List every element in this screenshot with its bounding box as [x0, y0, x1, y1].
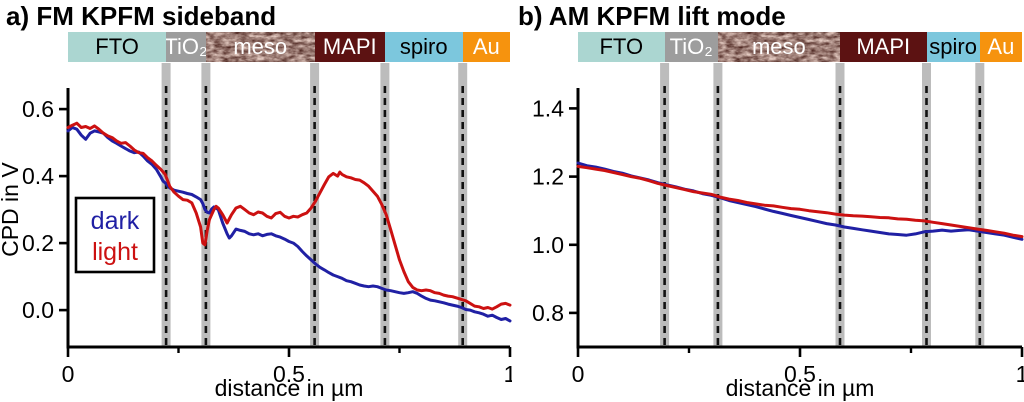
layer-label: MAPI	[856, 34, 911, 59]
layer-boundary-band	[660, 63, 670, 347]
layer-tio2: TiO₂	[664, 32, 718, 62]
legend-label-dark: dark	[91, 207, 140, 235]
series-dark-line	[576, 161, 1024, 241]
x-tick-label: 0	[572, 361, 585, 387]
layer-spiro: spiro	[384, 32, 463, 62]
series-dark-line	[66, 126, 512, 323]
layer-meso: meso	[717, 32, 840, 62]
legend-label-light: light	[92, 238, 138, 266]
y-tick-label: 0.0	[22, 297, 54, 323]
layer-label: Au	[472, 34, 500, 59]
layer-strip-a: FTO TiO₂ meso MAPI spiro Au	[68, 32, 510, 62]
x-axis-label: distance in µm	[215, 375, 364, 401]
series-light-line	[576, 164, 1024, 239]
y-tick-label: 1.0	[532, 232, 564, 258]
layer-mapi: MAPI	[839, 32, 927, 62]
layer-label: spiro	[929, 34, 977, 59]
layer-label: meso	[233, 34, 288, 59]
y-tick-label: 0.4	[22, 163, 54, 189]
x-tick-label: 0	[62, 361, 75, 387]
x-tick-label: 0.5	[784, 361, 816, 387]
y-tick-label: 1.4	[532, 95, 564, 121]
x-tick-label: 0.5	[273, 361, 305, 387]
layer-label: meso	[751, 34, 806, 59]
meso-texture-noise	[717, 32, 840, 62]
x-axis-label: distance in µm	[726, 375, 875, 401]
layer-tio2: TiO₂	[166, 32, 206, 62]
layer-boundary-band	[201, 63, 211, 347]
layer-boundary-band	[458, 63, 468, 347]
layer-boundary-band	[922, 63, 931, 347]
panel-a-title: a) FM KPFM sideband	[6, 1, 277, 31]
layer-strip-b: FTO TiO₂ meso MAPI spiro Au	[578, 32, 1022, 62]
meso-texture	[205, 32, 315, 62]
layer-au: Au	[979, 32, 1022, 62]
legend-box	[74, 196, 156, 274]
layer-boundary-band	[161, 63, 171, 347]
layer-label: FTO	[95, 34, 139, 59]
panel-b-am-kpfm-lift-mode: b) AM KPFM lift mode FTO TiO₂ meso MAPI spir…	[512, 0, 1024, 402]
y-tick-label: 1.2	[532, 164, 564, 190]
layer-boundary-band	[835, 63, 845, 347]
layer-label: spiro	[399, 34, 448, 59]
x-tick-label: 1	[504, 361, 512, 387]
y-axis-label: CPD in V	[0, 162, 23, 257]
layer-label: FTO	[599, 34, 644, 59]
y-tick-label: 0.2	[22, 230, 54, 256]
panel-a-fm-kpfm-sideband: a) FM KPFM sideband FTO TiO₂ meso MAPI spiro…	[0, 1, 512, 401]
layer-label: MAPI	[322, 34, 377, 59]
layer-boundary-band	[713, 63, 723, 347]
layer-au: Au	[462, 32, 510, 62]
layer-label: TiO₂	[669, 34, 713, 59]
x-tick-label: 1	[1016, 361, 1024, 387]
meso-texture	[717, 32, 840, 62]
layer-label: Au	[987, 34, 1015, 59]
plot-a: 0.0 0.2 0.4 0.6 0 0.5 1 distance in µm CPD in V d…	[0, 63, 512, 401]
layer-boundary-band	[975, 63, 985, 347]
y-tick-label: 0.6	[22, 96, 54, 122]
layer-mapi: MAPI	[314, 32, 385, 62]
y-tick-label: 0.8	[532, 300, 564, 326]
layer-boundary-band	[380, 63, 390, 347]
series-light-line	[66, 121, 512, 311]
layer-label: TiO₂	[166, 34, 206, 59]
meso-texture-noise	[205, 32, 315, 62]
plot-b: 0.8 1.0 1.2 1.4 0 0.5 1 distance in µm	[532, 63, 1024, 401]
panel-b-title: b) AM KPFM lift mode	[518, 1, 786, 31]
layer-fto: FTO	[68, 32, 167, 62]
layer-fto: FTO	[578, 32, 665, 62]
layer-meso: meso	[205, 32, 315, 62]
layer-spiro: spiro	[926, 32, 980, 62]
